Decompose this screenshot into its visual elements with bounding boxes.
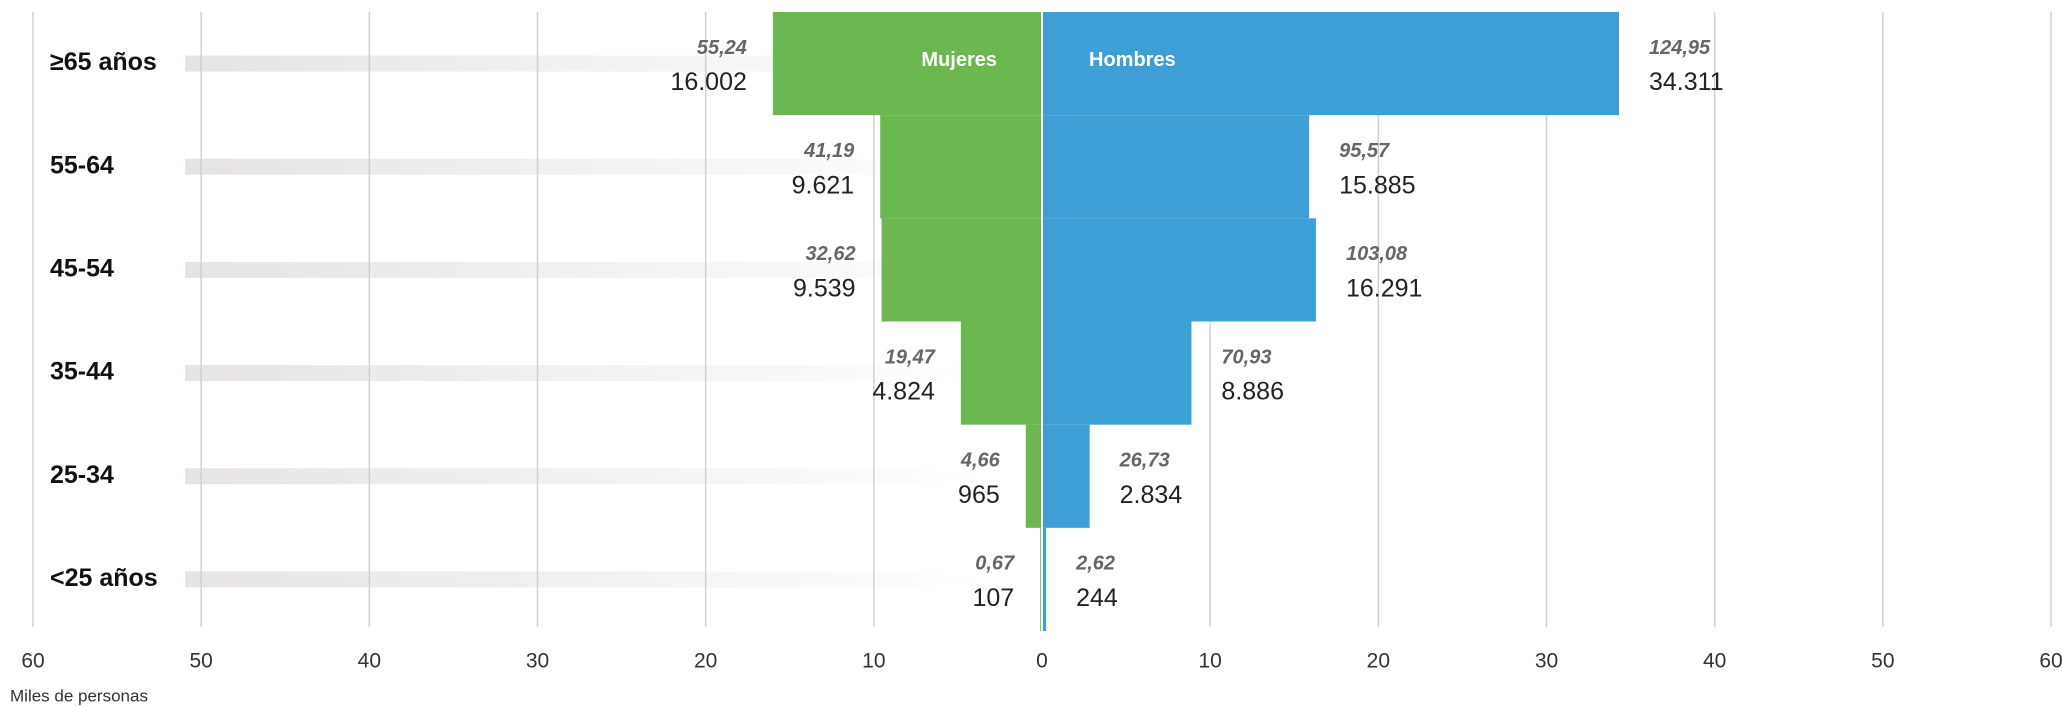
bar (1042, 527, 1047, 631)
value-label: 9.539 (793, 275, 856, 303)
x-tick-label: 10 (862, 650, 885, 673)
x-tick-label: 10 (1198, 650, 1221, 673)
x-tick-label: 40 (1703, 650, 1726, 673)
bar (1042, 218, 1316, 322)
bar (1042, 115, 1310, 219)
rate-label: 19,47 (885, 346, 936, 368)
x-tick-label: 0 (1036, 650, 1048, 673)
category-label: 55-64 (50, 151, 114, 179)
x-tick-label: 60 (21, 650, 44, 673)
value-label: 15.885 (1339, 171, 1415, 199)
category-label: <25 años (50, 564, 158, 592)
rate-label: 32,62 (806, 243, 856, 265)
bar (772, 12, 1042, 116)
legend-label: Mujeres (921, 49, 997, 71)
rate-label: 41,19 (803, 140, 855, 162)
category-label: 25-34 (50, 461, 114, 489)
value-label: 16.002 (670, 68, 746, 96)
value-label: 9.621 (792, 171, 855, 199)
bar (1042, 424, 1090, 528)
row-track (185, 468, 985, 485)
x-tick-label: 30 (526, 650, 549, 673)
legend-label: Hombres (1089, 49, 1176, 71)
axis-label: Miles de personas (10, 686, 148, 705)
value-label: 2.834 (1120, 481, 1183, 509)
x-tick-label: 50 (189, 650, 212, 673)
bar (960, 321, 1042, 425)
rate-label: 2,62 (1075, 553, 1115, 575)
x-tick-label: 30 (1535, 650, 1558, 673)
value-label: 8.886 (1221, 378, 1284, 406)
bar (1042, 12, 1619, 116)
value-label: 107 (972, 584, 1014, 612)
bar (881, 218, 1042, 322)
x-tick-label: 60 (2039, 650, 2062, 673)
category-label: 35-44 (50, 358, 114, 386)
x-tick-label: 40 (358, 650, 381, 673)
rate-label: 124,95 (1649, 37, 1711, 59)
rate-label: 95,57 (1339, 140, 1390, 162)
bar (880, 115, 1042, 219)
row-track (185, 158, 985, 175)
x-tick-label: 20 (694, 650, 717, 673)
value-label: 4.824 (872, 378, 935, 406)
row-track (185, 365, 985, 382)
rate-label: 103,08 (1346, 243, 1408, 265)
category-label: ≥65 años (50, 48, 157, 76)
rate-label: 55,24 (697, 37, 747, 59)
rate-label: 26,73 (1119, 450, 1170, 472)
x-tick-label: 50 (1871, 650, 1894, 673)
rate-label: 70,93 (1221, 346, 1271, 368)
rate-label: 0,67 (975, 553, 1015, 575)
value-label: 965 (958, 481, 1000, 509)
value-label: 244 (1076, 584, 1118, 612)
rate-label: 4,66 (960, 450, 1001, 472)
bar (1042, 321, 1192, 425)
bar (1025, 424, 1042, 528)
row-track (185, 261, 985, 278)
value-label: 34.311 (1649, 68, 1724, 96)
category-label: 45-54 (50, 255, 114, 283)
row-track (185, 571, 985, 588)
value-label: 16.291 (1346, 275, 1422, 303)
x-tick-label: 20 (1367, 650, 1390, 673)
